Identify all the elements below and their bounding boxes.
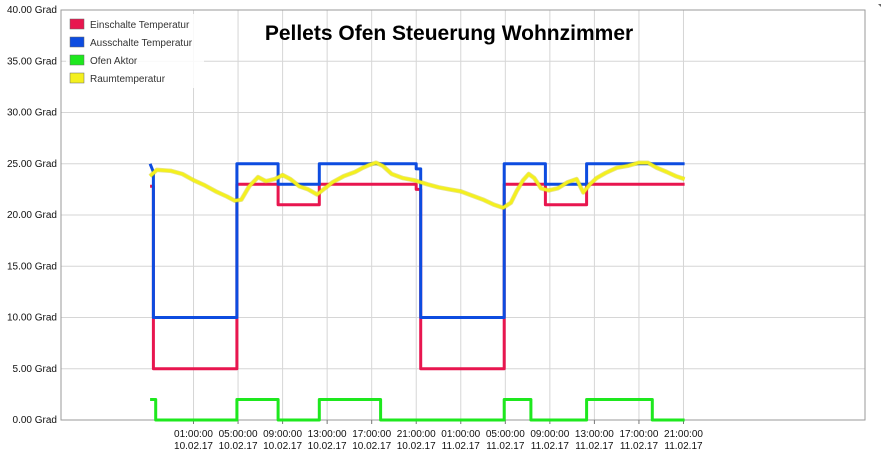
x-tick-label-date: 10.02.17 <box>352 441 391 452</box>
x-tick-label-time: 09:00:00 <box>263 429 302 440</box>
x-axis: 01:00:0010.02.1705:00:0010.02.1709:00:00… <box>174 420 703 452</box>
y-tick-label: 5.00 Grad <box>13 364 57 375</box>
x-tick-label-time: 13:00:00 <box>308 429 347 440</box>
x-tick-label-time: 01:00:00 <box>174 429 213 440</box>
x-tick-label-time: 01:00:00 <box>441 429 480 440</box>
y-tick-label: 35.00 Grad <box>7 56 57 67</box>
x-tick-label-time: 05:00:00 <box>486 429 525 440</box>
x-tick-label-date: 11.02.17 <box>442 441 481 452</box>
x-tick-label-time: 13:00:00 <box>575 429 614 440</box>
legend: Einschalte Temperatur Ausschalte Temperat… <box>66 14 204 88</box>
series-line-1 <box>150 182 685 371</box>
legend-swatch <box>69 72 85 84</box>
y-tick-label: 25.00 Grad <box>7 159 57 170</box>
x-tick-label-date: 11.02.17 <box>531 441 570 452</box>
x-tick-label-date: 11.02.17 <box>664 441 703 452</box>
x-tick-label-time: 17:00:00 <box>352 429 391 440</box>
grid <box>61 9 865 421</box>
chart-title: Pellets Ofen Steuerung Wohnzimmer <box>265 22 633 45</box>
x-tick-label-date: 11.02.17 <box>575 441 614 452</box>
x-tick-label-date: 11.02.17 <box>620 441 659 452</box>
legend-swatch <box>69 54 85 66</box>
x-tick-label-time: 21:00:00 <box>664 429 703 440</box>
series-line-2 <box>148 162 685 319</box>
y-tick-label: 10.00 Grad <box>7 313 57 324</box>
y-tick-label: 20.00 Grad <box>7 210 57 221</box>
y-tick-label: 15.00 Grad <box>7 261 57 272</box>
y-axis: 0.00 Grad 5.00 Grad 10.00 Grad 15.00 Grad 20… <box>7 5 57 426</box>
resize-grip-icon[interactable] <box>878 4 881 7</box>
x-tick-label-time: 09:00:00 <box>530 429 569 440</box>
y-tick-label: 40.00 Grad <box>7 5 57 16</box>
legend-swatch <box>69 18 85 30</box>
legend-label: Einschalte Temperatur <box>90 20 190 31</box>
x-tick-label-date: 10.02.17 <box>263 441 302 452</box>
x-tick-label-date: 10.02.17 <box>174 441 213 452</box>
legend-label: Ofen Aktor <box>90 56 138 67</box>
legend-swatch <box>69 36 85 48</box>
x-tick-label-date: 10.02.17 <box>397 441 436 452</box>
x-tick-label-time: 17:00:00 <box>619 429 658 440</box>
legend-label: Raumtemperatur <box>90 74 166 85</box>
series-line-4 <box>149 161 686 210</box>
x-tick-label-time: 21:00:00 <box>397 429 436 440</box>
y-tick-label: 30.00 Grad <box>7 108 57 119</box>
x-tick-label-date: 11.02.17 <box>486 441 525 452</box>
series-line-3 <box>150 398 685 422</box>
x-tick-label-date: 10.02.17 <box>308 441 347 452</box>
x-tick-label-time: 05:00:00 <box>219 429 258 440</box>
legend-label: Ausschalte Temperatur <box>90 38 193 49</box>
legend-box <box>66 14 204 88</box>
series-group <box>148 160 686 422</box>
x-tick-label-date: 10.02.17 <box>219 441 258 452</box>
y-tick-label: 0.00 Grad <box>13 415 57 426</box>
